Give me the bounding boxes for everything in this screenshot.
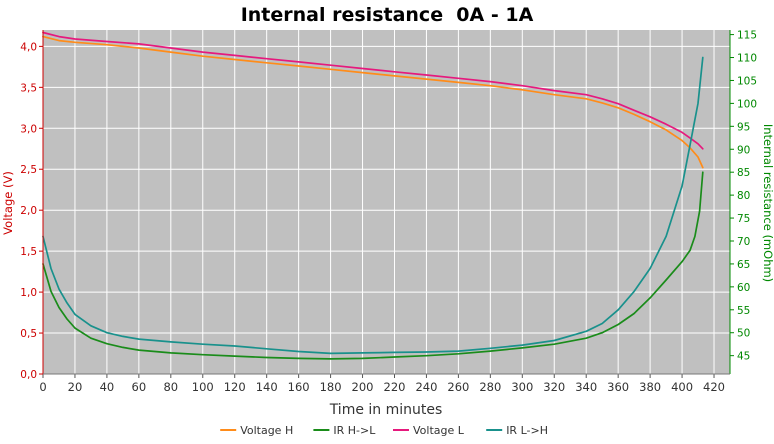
x-tick-label: 40 <box>100 380 115 394</box>
x-tick-label: 380 <box>639 380 661 394</box>
x-tick-label: 260 <box>447 380 469 394</box>
y-left-tick-label: 4,0 <box>20 41 37 53</box>
y-right-tick-label: 90 <box>737 144 750 156</box>
legend-label: Voltage L <box>413 424 465 437</box>
x-tick-label: 200 <box>352 380 374 394</box>
x-tick-label: 420 <box>703 380 725 394</box>
x-tick-label: 80 <box>163 380 178 394</box>
y-right-tick-label: 115 <box>737 30 757 42</box>
x-tick-label: 360 <box>607 380 629 394</box>
y-right-tick-label: 75 <box>737 213 750 225</box>
y-left-tick-label: 2,0 <box>20 205 37 217</box>
y-right-tick-label: 70 <box>737 236 750 248</box>
y-right-tick-label: 85 <box>737 167 750 179</box>
x-tick-label: 320 <box>543 380 565 394</box>
x-axis-label: Time in minutes <box>329 402 443 418</box>
y-left-tick-label: 1,0 <box>20 287 37 299</box>
y-axis-left-label: Voltage (V) <box>1 171 15 235</box>
legend-item: Voltage H <box>220 424 293 437</box>
y-axis-right-label: Internal resistance (mOhm) <box>761 124 774 282</box>
x-tick-label: 240 <box>415 380 437 394</box>
y-right-tick-label: 95 <box>737 121 750 133</box>
series-layer <box>42 31 704 360</box>
x-tick-label: 280 <box>479 380 501 394</box>
y-right-tick-label: 105 <box>737 75 757 87</box>
axes: 0 20 40 60 80 100 120 140 160 180 200 220 240 260 280 3… <box>20 30 757 394</box>
x-tick-label: 0 <box>39 380 46 394</box>
x-tick-label: 180 <box>320 380 342 394</box>
x-tick-label: 140 <box>256 380 278 394</box>
y-left-tick-label: 3,0 <box>20 123 37 135</box>
y-right-tick-label: 45 <box>737 351 750 363</box>
y-right-tick-label: 65 <box>737 259 750 271</box>
x-tick-label: 60 <box>132 380 147 394</box>
legend-label: IR L->H <box>506 424 548 437</box>
x-tick-label: 220 <box>384 380 406 394</box>
legend-item: IR H->L <box>313 424 376 437</box>
y-left-tick-label: 0,0 <box>20 369 37 381</box>
x-tick-label: 300 <box>511 380 533 394</box>
y-left-tick-label: 0,5 <box>20 328 37 340</box>
y-right-tick-label: 80 <box>737 190 750 202</box>
x-tick-label: 160 <box>288 380 310 394</box>
series-line-ir-l-h <box>42 56 704 355</box>
x-tick-label: 340 <box>575 380 597 394</box>
chart-title: Internal resistance 0A - 1A <box>241 4 534 26</box>
y-right-tick-label: 50 <box>737 328 750 340</box>
legend: Voltage H IR H->L Voltage L IR L->H <box>220 424 548 437</box>
plot-area <box>43 30 730 374</box>
x-tick-label: 20 <box>68 380 83 394</box>
x-tick-label: 400 <box>671 380 693 394</box>
y-right-tick-label: 110 <box>737 53 757 65</box>
series-line-voltage-l <box>42 31 704 150</box>
y-left-tick-label: 3,5 <box>20 82 37 94</box>
x-tick-label: 120 <box>224 380 246 394</box>
series-line-voltage-h <box>42 35 704 169</box>
series-line-ir-h-l <box>42 171 704 360</box>
legend-item: IR L->H <box>486 424 548 437</box>
y-right-tick-label: 55 <box>737 305 750 317</box>
legend-item: Voltage L <box>393 424 465 437</box>
y-right-tick-label: 100 <box>737 98 757 110</box>
legend-label: IR H->L <box>333 424 376 437</box>
legend-label: Voltage H <box>240 424 293 437</box>
y-right-tick-label: 60 <box>737 282 750 294</box>
y-left-tick-label: 1,5 <box>20 246 37 258</box>
y-left-tick-label: 2,5 <box>20 164 37 176</box>
x-tick-label: 100 <box>192 380 214 394</box>
